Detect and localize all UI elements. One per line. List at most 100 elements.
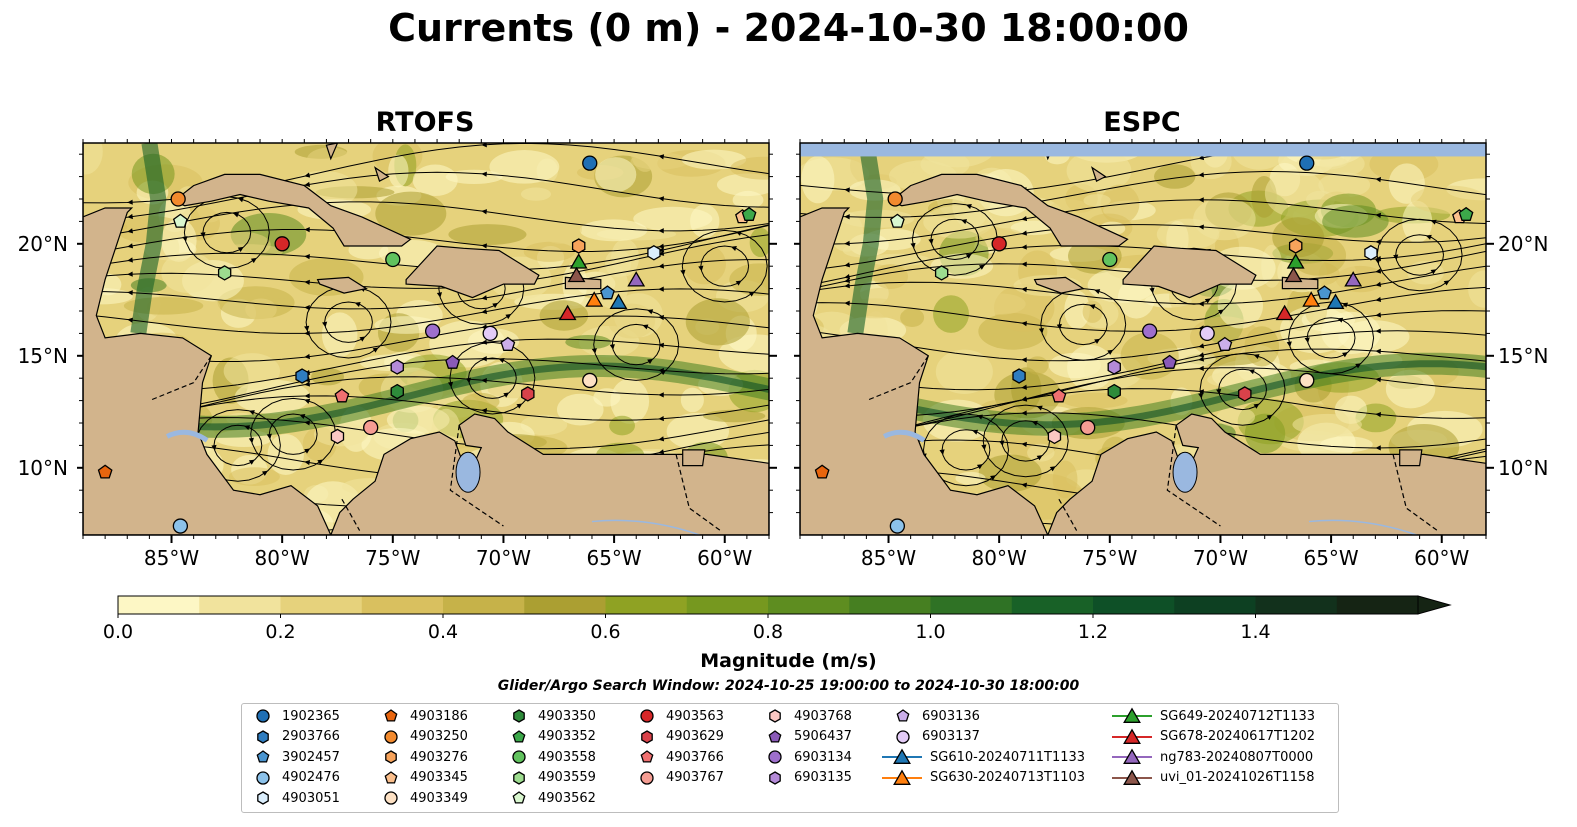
legend-label: 4903558 <box>538 749 596 765</box>
marker-5906437[interactable] <box>1162 354 1177 369</box>
marker-6903134[interactable] <box>1141 323 1158 339</box>
marker-1902365[interactable] <box>1299 155 1315 171</box>
lon-tick-label: 70°W <box>1192 546 1249 570</box>
legend-entry: SG678-20240617T1202 <box>1112 727 1315 747</box>
lat-tick-label: 15°N <box>17 343 68 368</box>
legend-marker-hexagon-icon <box>385 750 397 764</box>
marker-4903186[interactable] <box>97 464 113 479</box>
legend-entry: 4903352 <box>508 727 596 747</box>
figure-title: Currents (0 m) - 2024-10-30 18:00:00 <box>388 6 1189 50</box>
marker-SG630-20240713T1103[interactable] <box>585 291 604 307</box>
marker-4902476[interactable] <box>172 518 189 534</box>
legend-entry: 4903349 <box>380 788 468 808</box>
marker-4903766[interactable] <box>1051 388 1067 403</box>
marker-6903137[interactable] <box>1199 325 1215 342</box>
marker-ng783-20240807T0000[interactable] <box>627 271 646 287</box>
legend-label: 4903563 <box>666 708 724 724</box>
marker-4903186[interactable] <box>814 464 830 479</box>
marker-4903558[interactable] <box>385 251 401 268</box>
marker-6903136[interactable] <box>1217 336 1233 351</box>
marker-4903563[interactable] <box>991 236 1007 252</box>
marker-4903768[interactable] <box>330 428 345 445</box>
marker-3902457[interactable] <box>1317 285 1332 300</box>
marker-6903137[interactable] <box>482 325 498 342</box>
marker-SG678-20240617T1202[interactable] <box>1275 304 1294 321</box>
marker-4903276[interactable] <box>1288 238 1303 254</box>
legend-marker-hexagon-icon <box>513 709 525 723</box>
marker-4902476[interactable] <box>889 518 906 534</box>
legend-marker-triangle-icon <box>1112 707 1152 723</box>
marker-4903276[interactable] <box>571 238 586 254</box>
legend-entry: 4903767 <box>636 768 724 788</box>
marker-4903051[interactable] <box>1364 245 1378 261</box>
legend-label: 4903350 <box>538 708 596 724</box>
marker-4903563[interactable] <box>274 236 290 252</box>
marker-SG610-20240711T1133[interactable] <box>609 293 628 309</box>
marker-2903766[interactable] <box>295 368 309 384</box>
marker-ng783-20240807T0000[interactable] <box>1344 271 1363 287</box>
marker-4903352[interactable] <box>1458 206 1474 221</box>
marker-4903349[interactable] <box>1299 372 1315 389</box>
lon-tick-label: 75°W <box>365 546 421 570</box>
marker-4903767[interactable] <box>363 419 379 436</box>
marker-3902457[interactable] <box>600 285 615 300</box>
legend-entry: 1902365 <box>252 706 340 726</box>
legend-entry: 6903136 <box>892 706 980 726</box>
lake-maracaibo <box>1172 451 1198 493</box>
marker-SG630-20240713T1103[interactable] <box>1302 291 1321 307</box>
legend-marker-pentagon-icon <box>768 729 782 743</box>
marker-4903766[interactable] <box>334 388 350 403</box>
marker-4903559[interactable] <box>217 265 232 281</box>
marker-1902365[interactable] <box>582 155 598 171</box>
legend-label: 4902476 <box>282 770 340 785</box>
marker-4903562[interactable] <box>172 213 188 228</box>
marker-4903051[interactable] <box>647 245 661 261</box>
marker-6903135[interactable] <box>390 359 404 375</box>
legend-marker-pentagon-icon <box>384 709 398 722</box>
marker-6903134[interactable] <box>424 323 441 339</box>
marker-4903350[interactable] <box>1107 383 1121 400</box>
marker-4903767[interactable] <box>1080 419 1096 436</box>
marker-4903350[interactable] <box>390 383 404 400</box>
marker-2903766[interactable] <box>1012 368 1026 384</box>
marker-SG610-20240711T1133[interactable] <box>1326 293 1345 309</box>
legend-marker-pentagon-icon <box>384 770 398 784</box>
legend-entry: 4902476 <box>252 768 340 788</box>
colorbar-segment <box>605 596 688 614</box>
legend-marker-hexagon-icon <box>257 791 269 805</box>
legend-label: 4903559 <box>538 770 596 785</box>
legend-entry: 4903250 <box>380 727 468 747</box>
marker-4903558[interactable] <box>1102 251 1118 268</box>
marker-4903352[interactable] <box>741 206 757 221</box>
legend-entry: 4903186 <box>380 706 468 726</box>
legend-entry: 4903350 <box>508 706 596 726</box>
marker-4903250[interactable] <box>887 191 903 207</box>
marker-4903629[interactable] <box>521 386 535 402</box>
legend-marker-hexagon-icon <box>641 729 653 744</box>
marker-SG649-20240712T1133[interactable] <box>569 253 588 269</box>
marker-6903135[interactable] <box>1107 359 1121 375</box>
marker-4903349[interactable] <box>582 372 598 389</box>
lon-tick-label: 70°W <box>475 546 532 570</box>
legend-label: 4903767 <box>666 770 724 785</box>
colorbar-segment <box>849 596 931 614</box>
marker-uvi_01-20241026T1158[interactable] <box>567 266 586 283</box>
legend-entry: 4903558 <box>508 747 596 767</box>
marker-SG678-20240617T1202[interactable] <box>558 304 577 321</box>
panel-title-rtofs: RTOFS <box>375 107 475 138</box>
legend-label: SG678-20240617T1202 <box>1160 729 1316 744</box>
legend-entry: 4903768 <box>764 706 852 726</box>
marker-4903250[interactable] <box>170 191 186 207</box>
marker-uvi_01-20241026T1158[interactable] <box>1284 266 1303 283</box>
marker-4903768[interactable] <box>1047 428 1062 445</box>
marker-4903629[interactable] <box>1238 386 1252 402</box>
marker-6903136[interactable] <box>500 336 516 351</box>
marker-4903562[interactable] <box>889 213 905 228</box>
marker-5906437[interactable] <box>445 354 460 369</box>
legend-label: 4903051 <box>282 790 340 806</box>
marker-4903559[interactable] <box>934 265 949 281</box>
map-rtofs <box>77 139 777 543</box>
legend-entry: 6903137 <box>892 727 980 747</box>
legend-marker-pentagon-icon <box>256 750 270 763</box>
marker-SG649-20240712T1133[interactable] <box>1286 253 1305 269</box>
